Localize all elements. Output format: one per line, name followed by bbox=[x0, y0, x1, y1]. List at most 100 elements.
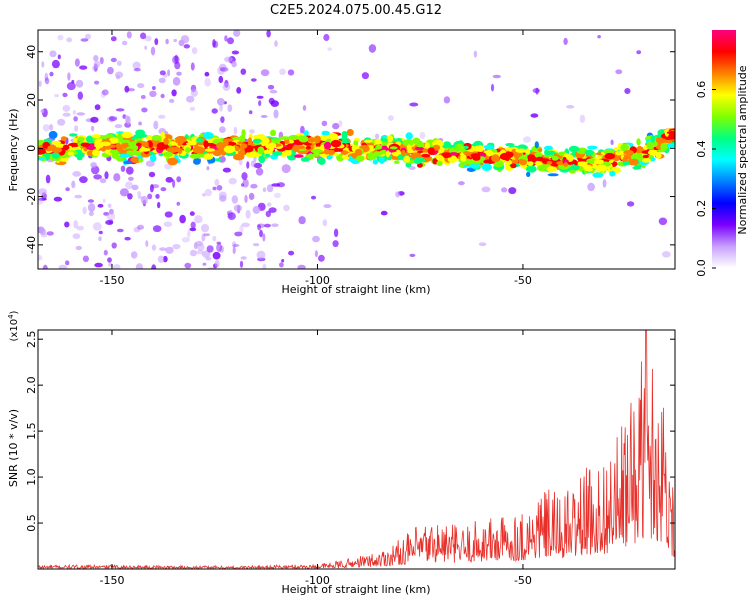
spectrogram-ridge-blob bbox=[574, 161, 579, 166]
spectrogram-ridge-blob bbox=[537, 164, 548, 172]
spectrogram-ridge-blob bbox=[595, 164, 608, 172]
x-tick-label: -50 bbox=[514, 574, 532, 587]
spectrogram-speck bbox=[179, 214, 186, 224]
spectrogram-speck bbox=[563, 37, 568, 46]
spectrogram-ridge-blob bbox=[196, 138, 204, 143]
spectrogram-speck bbox=[157, 201, 161, 209]
spectrogram-speck bbox=[234, 231, 243, 237]
spectrogram-ridge-blob bbox=[356, 155, 365, 162]
spectrogram-speck bbox=[298, 216, 306, 225]
spectrogram-ridge-blob bbox=[310, 148, 323, 154]
spectrogram-speck bbox=[88, 203, 96, 213]
spectrogram-speck bbox=[287, 69, 295, 76]
x-tick-label: -150 bbox=[99, 274, 124, 287]
spectrogram-ridge-blob bbox=[525, 148, 530, 156]
spectrogram-ridge-blob bbox=[563, 162, 568, 167]
spectrogram-ridge-blob bbox=[471, 160, 481, 165]
spectrogram-speck bbox=[88, 211, 94, 217]
spectrogram-speck bbox=[171, 89, 177, 97]
spectrogram-ridge-blob bbox=[336, 148, 343, 152]
spectrogram-speck bbox=[239, 224, 244, 234]
spectrogram-speck bbox=[212, 251, 221, 260]
spectrogram-speck bbox=[297, 264, 306, 269]
spectrogram-ridge-blob bbox=[189, 153, 200, 159]
spectrogram-ridge-blob bbox=[364, 139, 373, 143]
spectrogram-speck bbox=[240, 68, 247, 75]
spectrogram-ridge-blob bbox=[298, 145, 306, 150]
spectrogram-ridge-blob bbox=[340, 140, 351, 144]
spectrogram-speck bbox=[133, 68, 141, 72]
spectrogram-ridge-blob bbox=[167, 157, 179, 166]
spectrogram-ridge-blob bbox=[547, 173, 559, 177]
spectrogram-speck bbox=[74, 125, 79, 132]
spectrogram-ridge-blob bbox=[202, 132, 214, 139]
spectrogram-ridge-blob bbox=[604, 152, 616, 160]
spectrogram-speck bbox=[172, 55, 180, 65]
spectrogram-speck bbox=[109, 208, 114, 215]
spectrogram-speck bbox=[231, 50, 240, 55]
spectrogram-speck bbox=[140, 94, 146, 100]
spectrogram-speck bbox=[204, 71, 210, 77]
spectrogram-marks bbox=[38, 30, 675, 269]
spectrogram-speck bbox=[501, 187, 508, 193]
spectrogram-ridge-blob bbox=[385, 150, 390, 158]
spectrogram-ridge-blob bbox=[148, 141, 153, 148]
spectrogram-speck bbox=[114, 124, 123, 129]
spectrogram-speck bbox=[58, 264, 68, 269]
spectrogram-speck bbox=[79, 176, 88, 184]
spectrogram-speck bbox=[160, 93, 165, 99]
spectrogram-ridge-blob bbox=[142, 141, 150, 148]
spectrogram-ridge-blob bbox=[421, 153, 431, 158]
spectrogram-speck bbox=[260, 114, 268, 118]
snr-y-label: SNR (10 * v/v) bbox=[7, 409, 20, 487]
spectrogram-speck bbox=[473, 50, 478, 58]
spectrogram-ridge-blob bbox=[80, 142, 91, 147]
spectrogram-speck bbox=[490, 83, 495, 92]
spectrogram-speck bbox=[115, 71, 124, 79]
spectrogram-speck bbox=[153, 120, 159, 130]
spectrogram-ridge-blob bbox=[138, 158, 144, 163]
spectrogram-speck bbox=[40, 109, 45, 113]
spectrogram-ridge-blob bbox=[380, 138, 388, 142]
spectrogram-ridge-blob bbox=[294, 154, 304, 158]
spectrogram-ridge-blob bbox=[647, 149, 658, 156]
spectrogram-ridge-blob bbox=[483, 144, 495, 150]
spectrogram-speck bbox=[180, 35, 190, 44]
spectrogram-speck bbox=[201, 233, 206, 242]
spectrogram-speck bbox=[408, 166, 416, 170]
spectrogram-ridge-blob bbox=[661, 139, 673, 144]
colorbar-tick-label: 0.0 bbox=[695, 259, 708, 277]
spectrogram-speck bbox=[106, 211, 116, 221]
spectrogram-speck bbox=[189, 227, 197, 232]
spectrogram-ridge-blob bbox=[537, 148, 543, 153]
spectrogram-ridge-blob bbox=[641, 158, 651, 163]
spectrogram-speck bbox=[87, 199, 94, 203]
spectrogram-ridge-blob bbox=[586, 168, 593, 172]
spectrogram-speck bbox=[388, 115, 394, 121]
spectrogram-ridge-blob bbox=[257, 146, 265, 155]
spectrogram-ridge-blob bbox=[145, 134, 153, 142]
spectrogram-ridge-blob bbox=[401, 149, 406, 157]
spectrogram-speck bbox=[93, 174, 102, 180]
spectrogram-ridge-blob bbox=[128, 141, 138, 147]
spectrogram-ridge-blob bbox=[111, 152, 120, 159]
spectrogram-speck bbox=[82, 255, 89, 263]
spectrogram-speck bbox=[110, 36, 117, 42]
spectrogram-speck bbox=[99, 178, 107, 184]
spectrogram-speck bbox=[194, 215, 203, 224]
spectrogram-speck bbox=[368, 44, 377, 53]
spectrogram-speck bbox=[57, 34, 64, 41]
spectrogram-speck bbox=[661, 251, 671, 258]
spectrogram-ridge-blob bbox=[69, 133, 78, 137]
spectrogram-ridge-blob bbox=[406, 144, 412, 151]
spectrogram-ridge-blob bbox=[584, 149, 594, 156]
spectrogram-speck bbox=[200, 223, 210, 233]
spectrogram-ridge-blob bbox=[609, 170, 616, 177]
spectrogram-ridge-blob bbox=[464, 159, 474, 165]
spectrogram-speck bbox=[159, 70, 166, 76]
spectrogram-speck bbox=[212, 186, 217, 191]
spectrogram-speck bbox=[49, 124, 54, 131]
spectrogram-speck bbox=[112, 264, 121, 269]
spectrogram-ridge-blob bbox=[321, 130, 330, 136]
